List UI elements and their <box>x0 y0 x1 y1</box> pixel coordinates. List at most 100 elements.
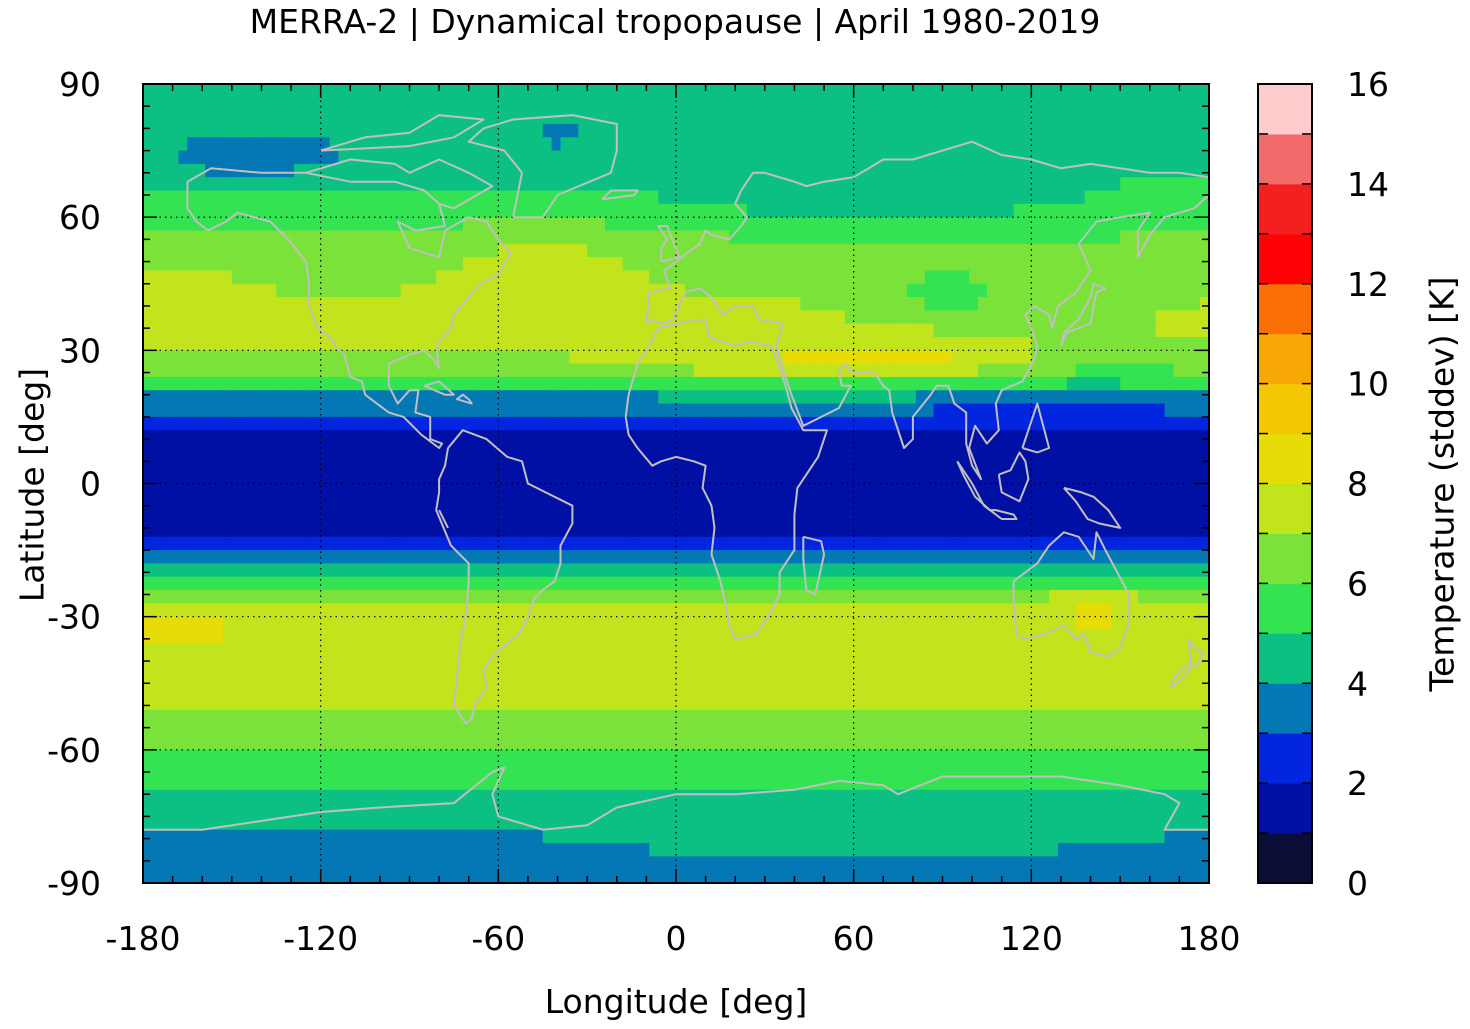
heatmap-cell <box>178 416 189 431</box>
heatmap-cell <box>249 629 260 644</box>
heatmap-cell <box>258 523 268 538</box>
heatmap-cell <box>311 563 322 578</box>
heatmap-cell <box>382 536 393 551</box>
heatmap-cell <box>143 629 153 644</box>
heatmap-cell <box>818 203 828 218</box>
heatmap-cell <box>1022 177 1032 192</box>
heatmap-cell <box>1191 470 1201 485</box>
heatmap-cell <box>373 230 384 245</box>
heatmap-cell <box>267 510 277 525</box>
heatmap-cell <box>942 150 952 165</box>
heatmap-cell <box>596 230 606 245</box>
heatmap-cell <box>676 376 686 391</box>
heatmap-cell <box>649 163 659 178</box>
heatmap-cell <box>560 456 570 471</box>
heatmap-cell <box>498 230 508 245</box>
heatmap-cell <box>906 603 917 618</box>
heatmap-cell <box>507 603 517 618</box>
heatmap-cell <box>782 550 793 564</box>
heatmap-cell <box>631 217 642 232</box>
heatmap-cell <box>365 483 375 498</box>
heatmap-cell <box>791 603 801 618</box>
heatmap-cell <box>1084 376 1095 391</box>
heatmap-cell <box>667 97 677 112</box>
heatmap-cell <box>995 310 1006 325</box>
heatmap-cell <box>391 430 402 445</box>
heatmap-cell <box>809 523 819 538</box>
heatmap-cell <box>1102 496 1112 511</box>
heatmap-cell <box>560 190 570 205</box>
heatmap-cell <box>471 629 482 644</box>
heatmap-cell <box>551 177 562 192</box>
heatmap-cell <box>1084 363 1095 378</box>
heatmap-cell <box>1146 550 1157 564</box>
heatmap-cell <box>143 217 153 232</box>
heatmap-cell <box>533 483 544 498</box>
heatmap-cell <box>898 443 908 458</box>
heatmap-cell <box>578 590 588 604</box>
heatmap-cell <box>524 416 535 431</box>
heatmap-cell <box>862 203 873 218</box>
heatmap-cell <box>151 137 162 152</box>
heatmap-cell <box>1066 590 1077 604</box>
heatmap-cell <box>960 496 970 511</box>
heatmap-cell <box>1173 270 1183 285</box>
heatmap-cell <box>382 443 393 458</box>
heatmap-cell <box>720 483 730 498</box>
heatmap-cell <box>809 576 819 591</box>
heatmap-cell <box>1146 483 1157 498</box>
heatmap-cell <box>658 310 668 325</box>
heatmap-cell <box>622 310 633 325</box>
heatmap-cell <box>1040 603 1050 618</box>
heatmap-cell <box>489 190 499 205</box>
heatmap-cell <box>276 416 286 431</box>
heatmap-cell <box>542 84 553 98</box>
heatmap-cell <box>933 376 944 391</box>
heatmap-cell <box>1120 150 1130 165</box>
heatmap-cell <box>187 590 197 604</box>
heatmap-cell <box>453 323 464 338</box>
heatmap-cell <box>285 510 295 525</box>
heatmap-cell <box>684 456 695 471</box>
heatmap-cell <box>604 590 615 604</box>
heatmap-cell <box>1084 243 1095 258</box>
heatmap-cell <box>693 217 704 232</box>
heatmap-cell <box>338 443 348 458</box>
heatmap-cell <box>1004 456 1015 471</box>
heatmap-cell <box>1093 616 1103 631</box>
heatmap-cell <box>143 443 153 458</box>
heatmap-cell <box>1146 363 1157 378</box>
heatmap-cell <box>436 323 446 338</box>
heatmap-cell <box>560 110 570 125</box>
heatmap-cell <box>853 363 864 378</box>
heatmap-cell <box>1146 177 1157 192</box>
heatmap-cell <box>827 376 837 391</box>
heatmap-cell <box>622 470 633 485</box>
heatmap-cell <box>445 550 455 564</box>
heatmap-cell <box>373 350 384 365</box>
heatmap-cell <box>551 616 562 631</box>
heatmap-cell <box>1102 270 1112 285</box>
heatmap-cell <box>844 390 855 405</box>
heatmap-cell <box>1164 483 1175 498</box>
heatmap-cell <box>676 84 686 98</box>
heatmap-cell <box>294 110 304 125</box>
heatmap-cell <box>720 403 730 418</box>
heatmap-cell <box>747 137 757 152</box>
heatmap-cell <box>658 257 668 272</box>
heatmap-cell <box>933 137 944 152</box>
heatmap-cell <box>827 523 837 538</box>
heatmap-cell <box>1031 510 1041 525</box>
heatmap-cell <box>773 470 784 485</box>
heatmap-cell <box>969 323 979 338</box>
heatmap-cell <box>231 177 242 192</box>
heatmap-cell <box>462 310 473 325</box>
heatmap-cell <box>578 283 588 298</box>
heatmap-cell <box>862 363 873 378</box>
heatmap-cell <box>720 123 730 138</box>
heatmap-cell <box>1137 203 1148 218</box>
heatmap-cell <box>862 603 873 618</box>
heatmap-cell <box>542 390 553 405</box>
heatmap-cell <box>969 363 979 378</box>
heatmap-cell <box>764 470 775 485</box>
